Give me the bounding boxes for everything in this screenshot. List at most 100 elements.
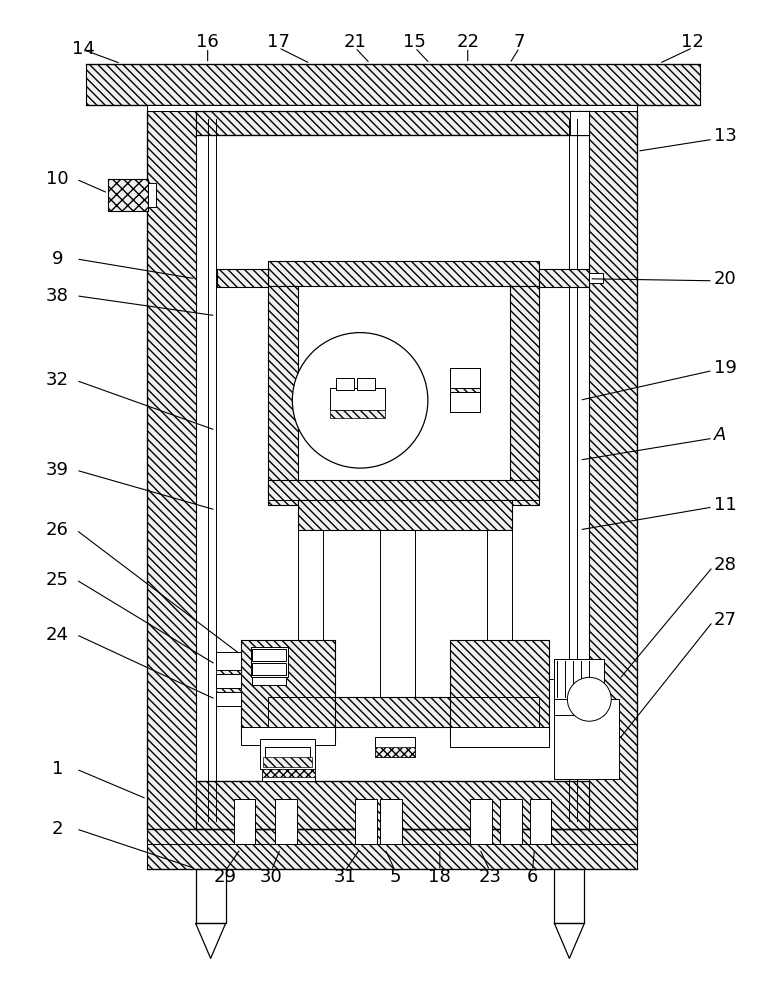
Text: 7: 7 bbox=[514, 33, 525, 51]
Bar bbox=[539, 269, 590, 287]
Bar bbox=[108, 179, 148, 211]
Bar bbox=[570, 111, 590, 135]
Bar bbox=[449, 727, 550, 747]
Bar bbox=[330, 388, 385, 410]
Text: 21: 21 bbox=[344, 33, 366, 51]
Bar bbox=[269, 480, 539, 505]
Bar bbox=[449, 640, 550, 739]
Bar bbox=[262, 769, 316, 781]
Bar bbox=[240, 640, 335, 739]
Bar bbox=[276, 799, 298, 844]
Bar bbox=[590, 273, 603, 283]
Text: 16: 16 bbox=[197, 33, 219, 51]
Bar bbox=[357, 378, 375, 390]
Bar bbox=[554, 869, 584, 923]
Bar bbox=[554, 659, 604, 699]
Bar bbox=[298, 286, 510, 505]
Text: 20: 20 bbox=[714, 270, 737, 288]
Polygon shape bbox=[554, 923, 584, 958]
Text: 14: 14 bbox=[72, 40, 95, 58]
Bar bbox=[86, 64, 700, 105]
Bar bbox=[147, 105, 637, 111]
Bar bbox=[375, 747, 415, 757]
Text: 38: 38 bbox=[45, 287, 69, 305]
Text: 9: 9 bbox=[52, 250, 63, 268]
Text: 27: 27 bbox=[714, 611, 737, 629]
Bar bbox=[298, 500, 511, 530]
Bar bbox=[217, 269, 269, 287]
Bar bbox=[147, 111, 196, 829]
Bar bbox=[298, 500, 511, 530]
Circle shape bbox=[568, 677, 612, 721]
Text: 23: 23 bbox=[478, 868, 501, 886]
Bar bbox=[487, 530, 511, 699]
Bar bbox=[375, 737, 415, 757]
Text: 6: 6 bbox=[527, 868, 538, 886]
Bar bbox=[240, 727, 335, 739]
Text: 32: 32 bbox=[45, 371, 69, 389]
Bar bbox=[108, 179, 148, 211]
Text: 22: 22 bbox=[456, 33, 479, 51]
Circle shape bbox=[292, 333, 428, 468]
Bar bbox=[449, 368, 480, 412]
Bar bbox=[217, 269, 269, 287]
Bar bbox=[263, 757, 312, 767]
Text: 31: 31 bbox=[334, 868, 356, 886]
Bar bbox=[262, 769, 316, 777]
Text: 5: 5 bbox=[389, 868, 401, 886]
Text: 30: 30 bbox=[260, 868, 283, 886]
Text: 25: 25 bbox=[45, 571, 69, 589]
Text: 18: 18 bbox=[428, 868, 451, 886]
Bar bbox=[240, 727, 335, 745]
Bar bbox=[470, 799, 492, 844]
Text: 10: 10 bbox=[46, 170, 68, 188]
Bar bbox=[449, 368, 480, 412]
Text: 15: 15 bbox=[403, 33, 427, 51]
Bar bbox=[196, 781, 590, 829]
Bar bbox=[554, 699, 604, 715]
Bar bbox=[269, 261, 539, 286]
Bar bbox=[147, 829, 637, 869]
Bar bbox=[233, 799, 255, 844]
Text: A: A bbox=[714, 426, 726, 444]
Text: 29: 29 bbox=[214, 868, 237, 886]
Bar bbox=[380, 799, 402, 844]
Bar bbox=[380, 530, 415, 699]
Text: 24: 24 bbox=[45, 626, 69, 644]
Bar bbox=[196, 111, 590, 135]
Bar bbox=[590, 111, 637, 829]
Bar bbox=[252, 663, 287, 675]
Bar bbox=[298, 530, 323, 699]
Bar bbox=[449, 368, 480, 388]
Bar bbox=[196, 869, 226, 923]
Bar bbox=[215, 652, 240, 670]
Bar bbox=[539, 269, 590, 287]
Bar bbox=[554, 699, 619, 779]
Text: 12: 12 bbox=[681, 33, 705, 51]
Bar bbox=[215, 652, 240, 706]
Text: 2: 2 bbox=[52, 820, 63, 838]
Bar bbox=[500, 799, 521, 844]
Text: 17: 17 bbox=[267, 33, 290, 51]
Polygon shape bbox=[196, 923, 226, 958]
Bar bbox=[240, 640, 335, 739]
Bar bbox=[269, 697, 539, 727]
Bar bbox=[148, 183, 156, 207]
Bar bbox=[269, 697, 539, 727]
Bar bbox=[269, 261, 539, 286]
Bar bbox=[590, 273, 601, 283]
Bar bbox=[355, 799, 377, 844]
Text: 19: 19 bbox=[714, 359, 737, 377]
Bar bbox=[252, 677, 287, 685]
Bar bbox=[529, 799, 551, 844]
Text: 39: 39 bbox=[45, 461, 69, 479]
Text: 1: 1 bbox=[52, 760, 63, 778]
Bar bbox=[449, 640, 550, 739]
Text: 26: 26 bbox=[45, 521, 69, 539]
Bar bbox=[215, 692, 240, 706]
Bar bbox=[252, 649, 287, 661]
Bar bbox=[269, 286, 298, 500]
Bar bbox=[510, 286, 539, 500]
Bar bbox=[215, 674, 240, 688]
Bar bbox=[336, 378, 354, 390]
